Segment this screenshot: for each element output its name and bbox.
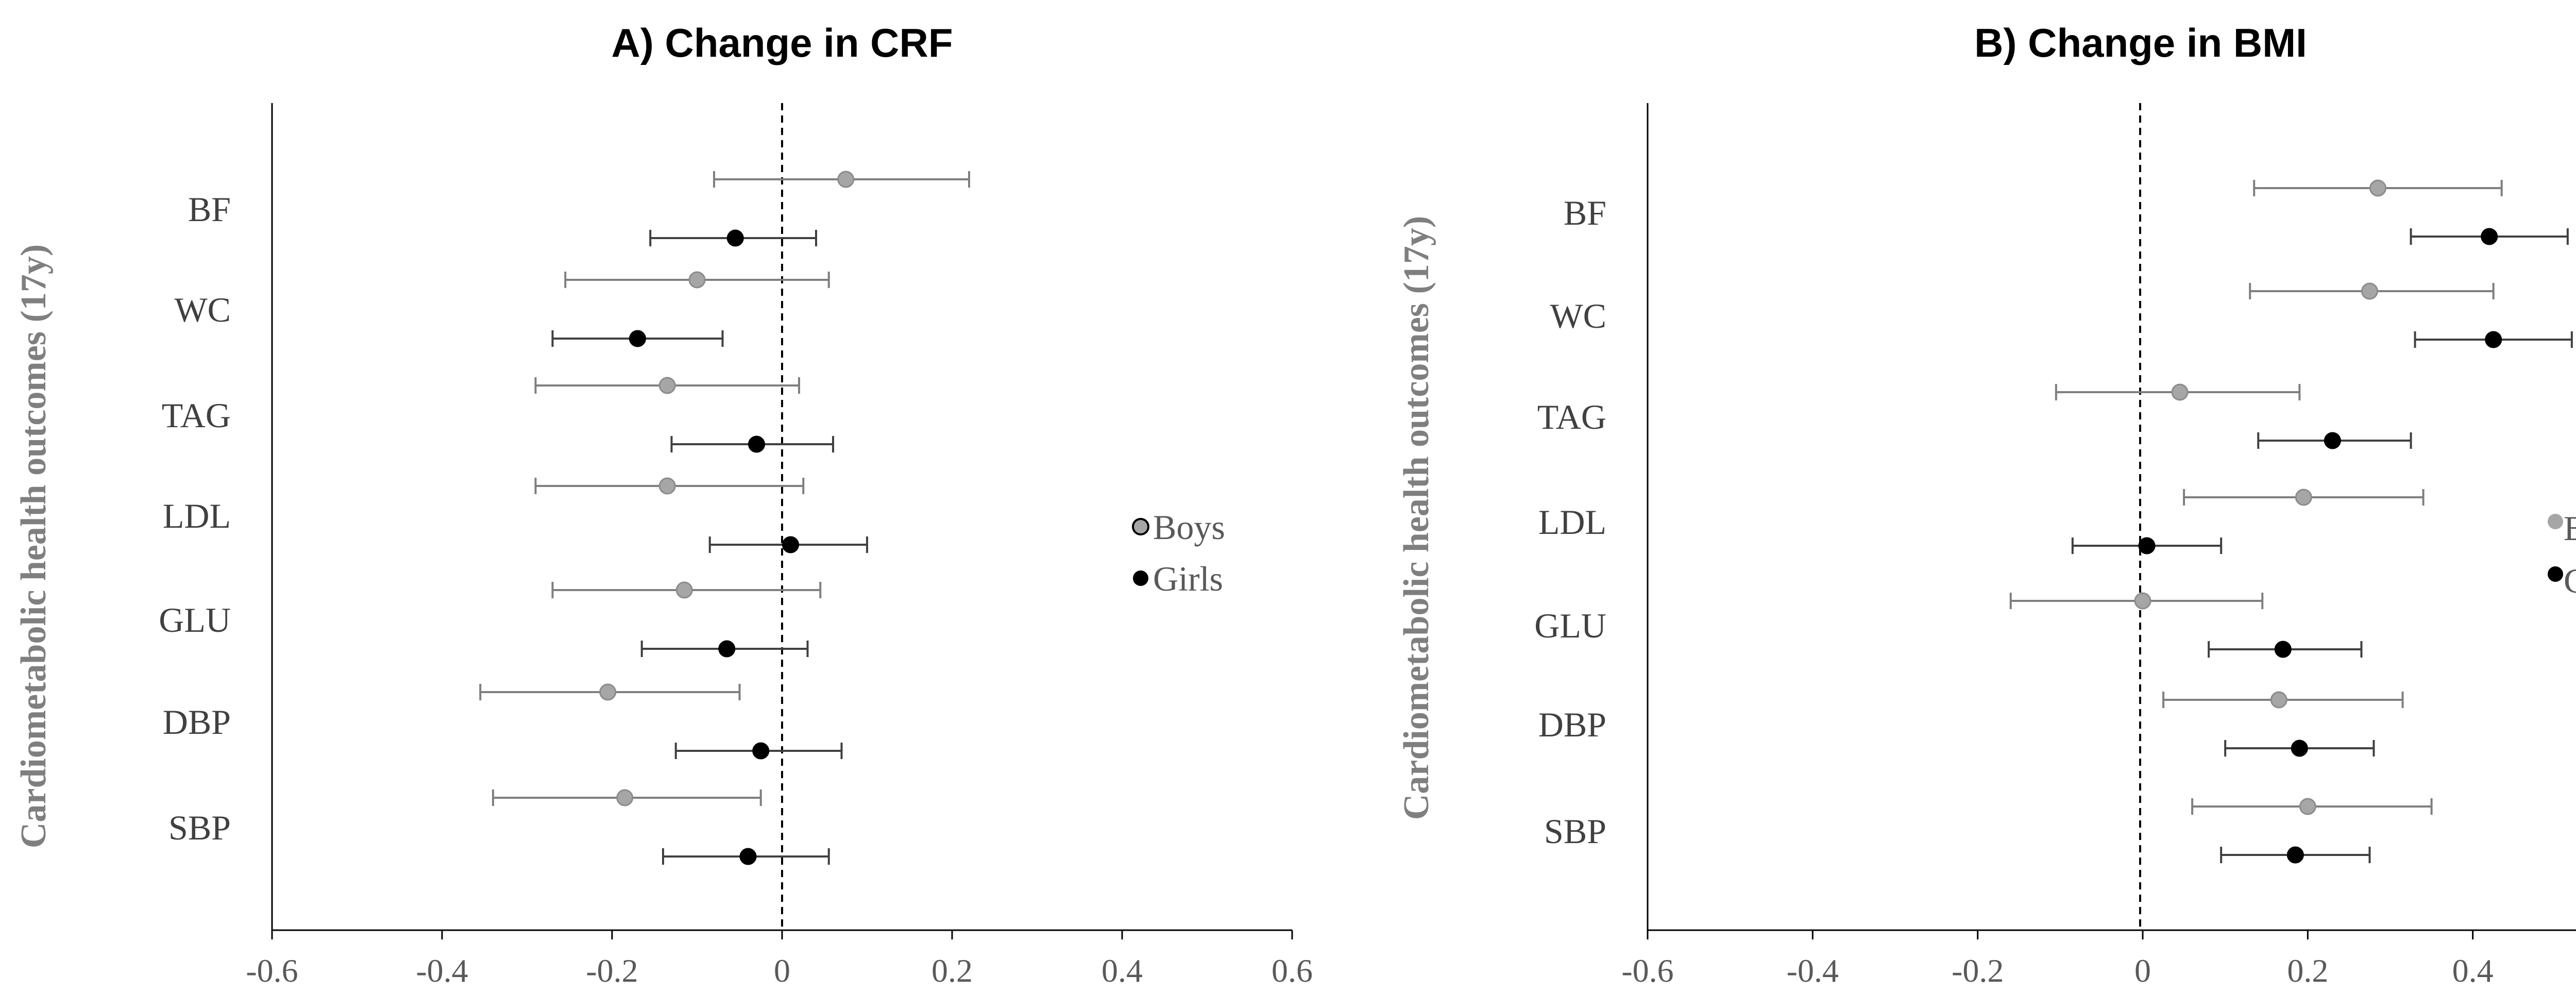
- point-boys-wc: [2361, 282, 2378, 300]
- x-tick-label: 0.4: [2452, 952, 2494, 989]
- category-label-ldl: LDL: [163, 496, 231, 535]
- point-boys-ldl: [2295, 489, 2312, 506]
- point-boys-sbp: [2299, 798, 2316, 815]
- x-tick-label: -0.6: [1621, 952, 1673, 989]
- legend: Boys Girls: [1132, 508, 1225, 598]
- chart-title: B) Change in BMI: [1974, 20, 2307, 65]
- point-girls-bf: [726, 229, 744, 247]
- point-boys-bf: [2369, 179, 2386, 197]
- point-boys-tag: [658, 377, 676, 394]
- x-tick-label: 0: [774, 952, 790, 989]
- legend-label-boys: Boys: [1153, 508, 1225, 547]
- category-label-tag: TAG: [162, 396, 231, 435]
- point-girls-glu: [718, 640, 736, 658]
- point-girls-dbp: [2291, 740, 2308, 757]
- legend-marker-boys: [2548, 514, 2563, 529]
- point-boys-bf: [837, 171, 855, 188]
- x-tick-label: -0.2: [586, 952, 638, 989]
- x-tick-label: -0.2: [1952, 952, 2004, 989]
- category-label-glu: GLU: [159, 600, 231, 640]
- x-tick-label: 0.2: [931, 952, 973, 989]
- point-girls-ldl: [2138, 537, 2156, 555]
- category-label-bf: BF: [188, 190, 231, 229]
- point-boys-wc: [688, 271, 706, 289]
- x-tick-label: -0.4: [1787, 952, 1839, 989]
- category-label-wc: WC: [174, 290, 231, 329]
- chart-panel-bmi: B) Change in BMI Cardiometabolic health …: [1397, 20, 2576, 989]
- point-girls-sbp: [2286, 846, 2304, 864]
- category-label-wc: WC: [1550, 296, 1606, 335]
- category-label-sbp: SBP: [168, 808, 231, 847]
- category-label-sbp: SBP: [1544, 812, 1606, 851]
- category-label-dbp: DBP: [163, 702, 231, 742]
- point-boys-ldl: [658, 477, 676, 495]
- legend-marker-boys: [1132, 518, 1149, 535]
- point-boys-sbp: [616, 789, 634, 807]
- legend-label-girls: Girls: [2564, 561, 2576, 600]
- chart-title: A) Change in CRF: [612, 20, 953, 65]
- point-boys-glu: [675, 581, 693, 599]
- point-girls-sbp: [739, 848, 757, 865]
- x-tick-label: 0.6: [1272, 952, 1313, 989]
- category-label-glu: GLU: [1534, 606, 1606, 645]
- y-axis-label: Cardiometabolic health outcomes (17y): [1397, 216, 1436, 820]
- x-tick-label: 0: [2134, 952, 2151, 989]
- point-girls-wc: [629, 330, 646, 347]
- point-boys-tag: [2171, 383, 2189, 401]
- x-tick-label: -0.6: [246, 952, 298, 989]
- point-girls-dbp: [752, 742, 770, 760]
- category-label-ldl: LDL: [1538, 502, 1606, 542]
- point-girls-glu: [2274, 641, 2292, 658]
- legend-marker-girls: [2548, 566, 2563, 582]
- legend-label-boys: Boys: [2564, 509, 2576, 548]
- point-boys-dbp: [2270, 691, 2287, 709]
- point-boys-dbp: [599, 683, 617, 701]
- legend-label-girls: Girls: [1153, 559, 1223, 598]
- legend-marker-girls: [1133, 570, 1148, 586]
- chart-panel-crf: A) Change in CRF Cardiometabolic health …: [14, 20, 1313, 989]
- x-tick-label: 0.4: [1101, 952, 1143, 989]
- point-girls-tag: [748, 435, 765, 453]
- category-label-dbp: DBP: [1538, 705, 1606, 744]
- point-boys-glu: [2134, 592, 2151, 610]
- point-girls-bf: [2481, 228, 2498, 245]
- point-girls-wc: [2485, 331, 2502, 348]
- legend: Boys Girls: [2548, 509, 2576, 600]
- y-axis-label: Cardiometabolic health outcomes (17y): [14, 244, 54, 848]
- point-girls-ldl: [782, 536, 799, 553]
- x-tick-label: 0.2: [2287, 952, 2328, 989]
- point-girls-tag: [2324, 432, 2341, 449]
- x-tick-label: -0.4: [416, 952, 468, 989]
- category-label-bf: BF: [1564, 193, 1606, 232]
- category-label-tag: TAG: [1537, 397, 1606, 436]
